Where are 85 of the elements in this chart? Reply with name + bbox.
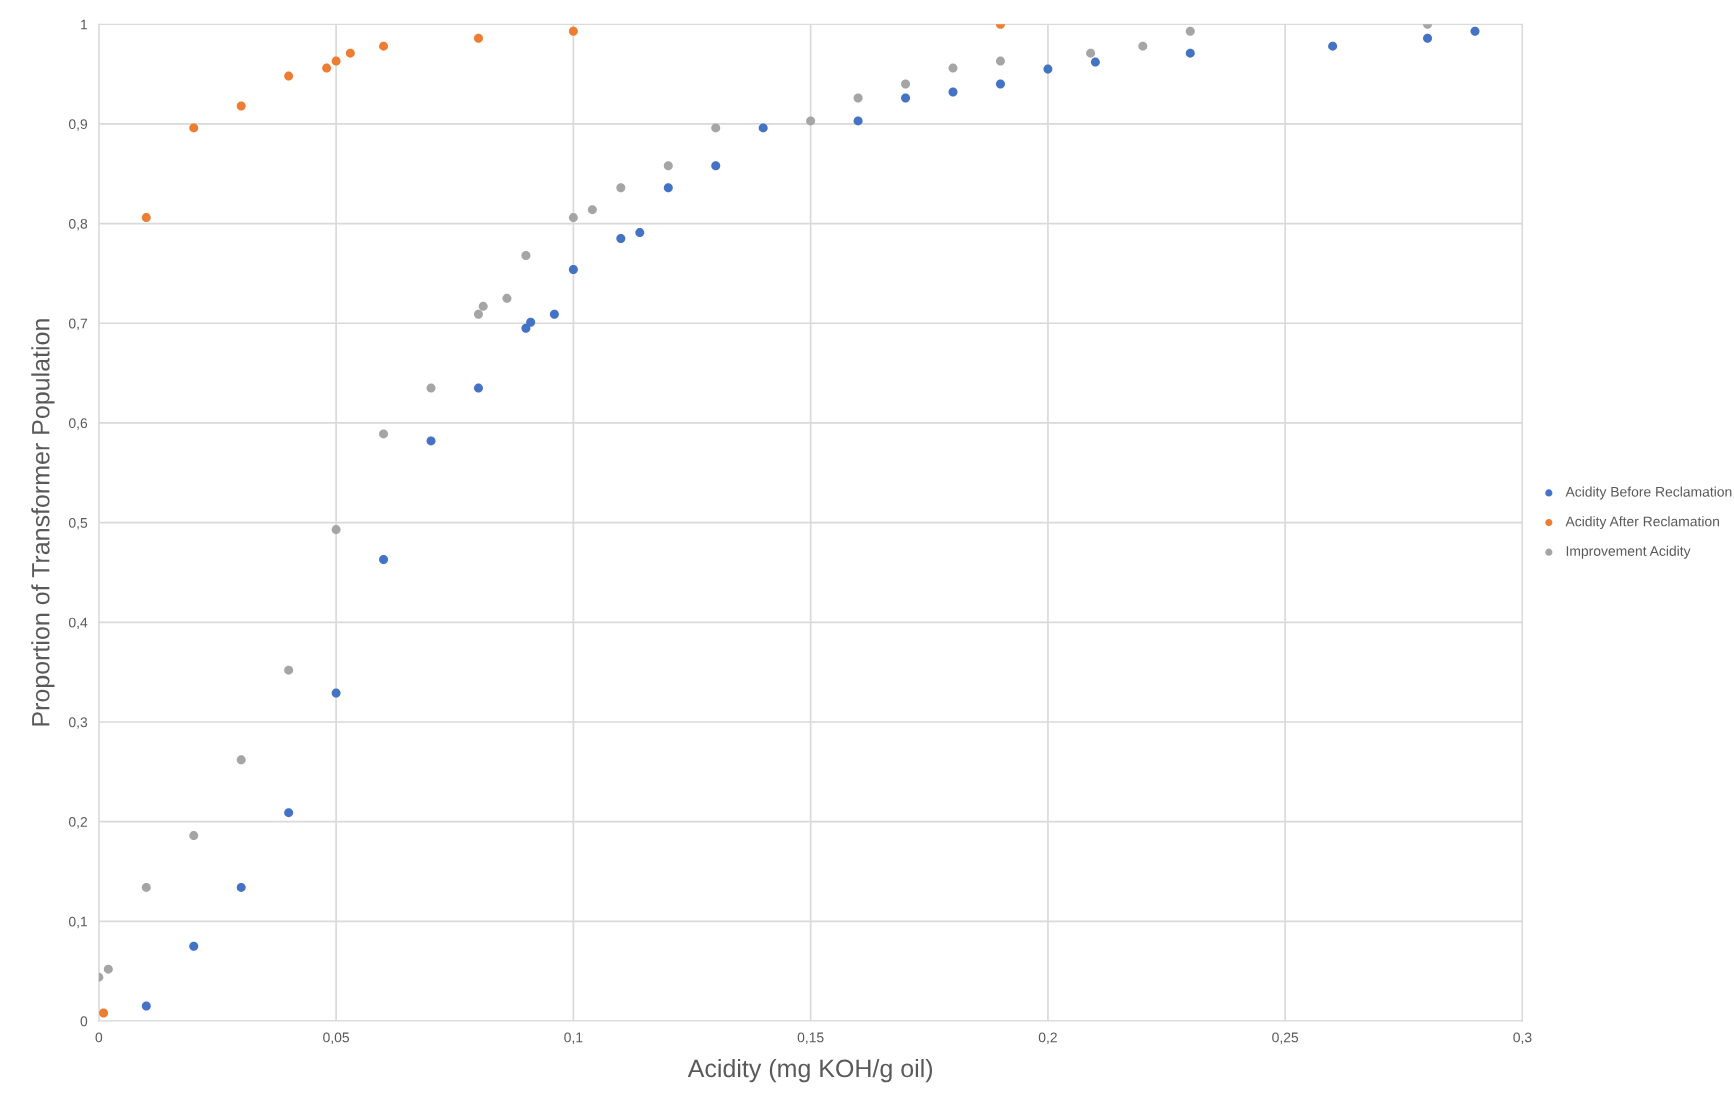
point xyxy=(473,383,483,393)
y-axis-title: Proportion of Transformer Population xyxy=(31,319,55,726)
y-tick-label: 1 xyxy=(81,19,88,30)
point xyxy=(526,317,536,327)
point xyxy=(549,309,559,319)
point xyxy=(189,831,199,841)
x-tick-label: 0 xyxy=(95,1032,103,1043)
point xyxy=(1138,41,1148,51)
point xyxy=(379,41,389,51)
point xyxy=(141,213,151,223)
point xyxy=(379,555,389,564)
point xyxy=(189,123,199,133)
y-tick-label: 0,7 xyxy=(68,318,88,331)
point xyxy=(521,250,531,260)
y-tick-label: 0,8 xyxy=(68,218,88,231)
x-tick-label: 0,25 xyxy=(1272,1032,1299,1044)
y-tick-label: 0,3 xyxy=(68,717,88,729)
point xyxy=(568,264,578,274)
y-tick-label: 0,1 xyxy=(68,916,88,929)
point xyxy=(103,964,113,974)
point xyxy=(1090,57,1100,67)
point xyxy=(806,116,816,126)
x-tick-label: 0,05 xyxy=(323,1032,350,1044)
y-tick-label: 0,9 xyxy=(68,119,88,131)
point xyxy=(995,79,1005,89)
point xyxy=(473,309,483,319)
legend-label: Acidity After Reclamation xyxy=(1565,516,1719,530)
point xyxy=(948,63,958,73)
point xyxy=(663,183,673,193)
point xyxy=(141,882,151,892)
x-tick-label: 0,3 xyxy=(1513,1032,1532,1044)
y-tick-label: 0,6 xyxy=(68,418,88,430)
point xyxy=(1086,48,1096,58)
point xyxy=(758,123,768,133)
x-axis-title: Acidity (mg KOH/g oil) xyxy=(687,1058,933,1083)
point xyxy=(948,87,958,97)
point xyxy=(853,93,863,103)
point xyxy=(141,1001,151,1011)
y-tick-label: 0,2 xyxy=(68,816,88,829)
point xyxy=(284,71,294,81)
point xyxy=(426,383,436,393)
point xyxy=(189,941,199,951)
point xyxy=(284,665,294,675)
point xyxy=(478,301,488,311)
y-tick-label: 0 xyxy=(80,1016,88,1027)
point xyxy=(99,1008,109,1018)
point xyxy=(1185,48,1195,58)
legend-label: Acidity Before Reclamation xyxy=(1565,486,1732,500)
point xyxy=(995,56,1005,66)
point xyxy=(331,525,341,535)
point xyxy=(616,234,626,244)
point xyxy=(635,228,645,238)
point xyxy=(379,429,389,439)
y-tick-label: 0,4 xyxy=(68,617,88,630)
point xyxy=(711,161,721,171)
point xyxy=(616,183,626,193)
point xyxy=(587,205,597,215)
y-tick-label: 0,5 xyxy=(68,517,88,530)
point xyxy=(1328,41,1338,51)
point xyxy=(901,93,911,103)
x-tick-label: 0,2 xyxy=(1038,1032,1057,1044)
point xyxy=(663,161,673,171)
x-tick-label: 0,15 xyxy=(797,1032,824,1044)
point xyxy=(711,123,721,133)
point xyxy=(1470,26,1480,36)
point xyxy=(236,101,246,111)
point xyxy=(331,56,341,66)
point xyxy=(284,808,294,818)
point xyxy=(502,293,512,303)
point xyxy=(236,755,246,765)
point xyxy=(1043,64,1053,74)
legend-label: Improvement Acidity xyxy=(1566,545,1691,559)
point xyxy=(901,79,911,89)
point xyxy=(1423,33,1433,43)
point xyxy=(331,688,341,698)
point xyxy=(236,882,246,892)
point xyxy=(322,63,332,73)
point xyxy=(345,48,355,58)
x-tick-label: 0,1 xyxy=(564,1032,583,1044)
point xyxy=(426,436,436,446)
point xyxy=(473,33,483,43)
point xyxy=(568,213,578,223)
point xyxy=(1185,26,1195,36)
point xyxy=(568,26,578,36)
point xyxy=(853,116,863,126)
